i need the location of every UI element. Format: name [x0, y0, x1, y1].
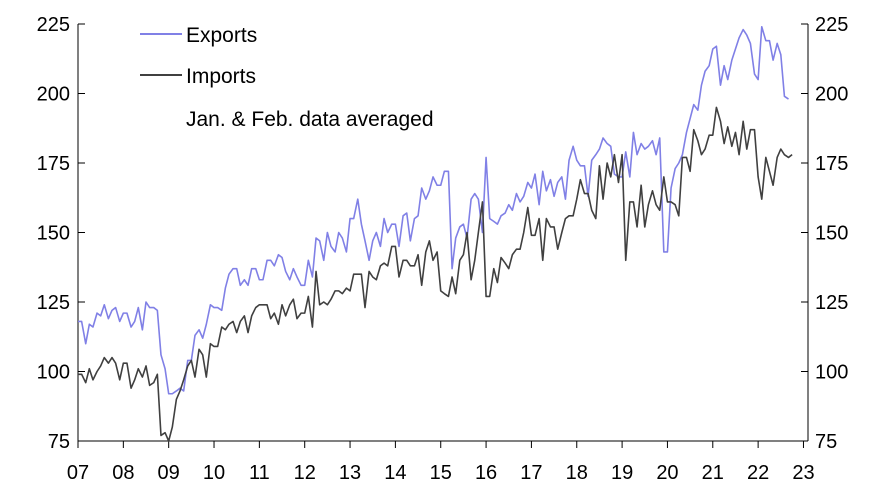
x-tick-label-14: 21 — [702, 462, 724, 484]
x-tick-label-8: 15 — [430, 462, 452, 484]
x-tick-label-6: 13 — [339, 462, 361, 484]
x-tick-label-2: 09 — [158, 462, 180, 484]
right-y-tick-label-5: 200 — [815, 84, 848, 106]
legend-label-imports: Imports — [186, 65, 256, 88]
x-tick-label-3: 10 — [203, 462, 225, 484]
left-y-tick-label-6: 225 — [37, 14, 70, 36]
left-y-tick-label-3: 150 — [37, 223, 70, 245]
x-tick-label-4: 11 — [249, 462, 270, 484]
left-y-ticks: 75 100 125 150 175 200 225 — [37, 14, 85, 453]
series-lines — [78, 25, 793, 442]
legend: Exports Imports Jan. & Feb. data average… — [140, 24, 434, 131]
x-tick-label-13: 20 — [656, 462, 678, 484]
x-tick-label-11: 18 — [566, 462, 588, 484]
left-y-tick-label-0: 75 — [48, 431, 70, 453]
x-tick-label-16: 23 — [792, 462, 814, 484]
right-y-tick-label-2: 125 — [815, 292, 848, 314]
x-tick-label-15: 22 — [747, 462, 769, 484]
left-y-tick-label-1: 100 — [37, 362, 70, 384]
left-y-tick-label-4: 175 — [37, 153, 70, 175]
series-line-exports — [78, 25, 789, 395]
right-y-ticks: 75 100 125 150 175 200 225 — [801, 14, 848, 453]
x-tick-label-7: 14 — [384, 462, 406, 484]
left-y-tick-label-5: 200 — [37, 84, 70, 106]
chart-annotation: Jan. & Feb. data averaged — [186, 108, 434, 131]
left-y-tick-label-2: 125 — [37, 292, 70, 314]
right-y-tick-label-6: 225 — [815, 14, 848, 36]
series-line-imports — [78, 106, 793, 442]
right-y-tick-label-4: 175 — [815, 153, 848, 175]
x-ticks: 07 08 09 10 11 12 13 14 15 16 17 18 19 20 21 22 23 — [67, 441, 815, 484]
right-y-tick-label-0: 75 — [815, 431, 837, 453]
x-tick-label-5: 12 — [294, 462, 316, 484]
x-tick-label-12: 19 — [611, 462, 633, 484]
right-y-tick-label-1: 100 — [815, 362, 848, 384]
x-tick-label-1: 08 — [112, 462, 134, 484]
right-y-tick-label-3: 150 — [815, 223, 848, 245]
legend-label-exports: Exports — [186, 24, 257, 47]
x-tick-label-10: 17 — [520, 462, 542, 484]
x-tick-label-0: 07 — [67, 462, 89, 484]
x-tick-label-9: 16 — [475, 462, 497, 484]
